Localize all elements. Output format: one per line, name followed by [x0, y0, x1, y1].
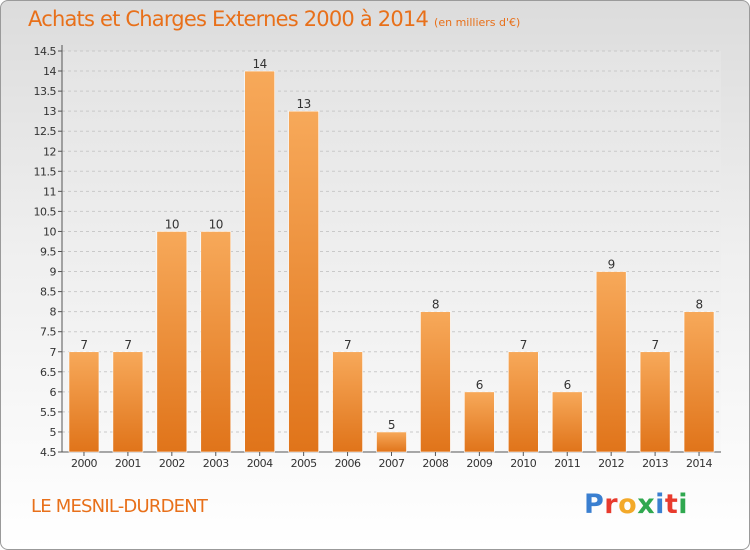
x-tick-label: 2006	[335, 457, 361, 470]
y-tick-label: 4.5	[40, 446, 56, 459]
bar-value-label: 8	[695, 298, 702, 312]
x-tick-label: 2014	[686, 457, 712, 470]
y-tick-label: 12.5	[34, 125, 57, 138]
bar	[244, 70, 275, 453]
title-text: Achats et Charges Externes 2000 à 2014	[28, 7, 429, 31]
y-tick-label: 11	[43, 185, 56, 198]
bar	[156, 231, 188, 453]
x-tick-label: 2011	[554, 457, 580, 470]
y-tick-label: 7	[50, 346, 57, 359]
y-tick-label: 13.5	[34, 85, 57, 98]
y-tick-label: 10	[43, 225, 56, 238]
y-tick-label: 12	[43, 145, 56, 158]
y-tick-label: 10.5	[34, 205, 57, 218]
y-tick-label: 14.5	[34, 45, 57, 58]
bar	[639, 351, 671, 453]
y-tick-label: 14	[43, 65, 56, 78]
y-tick-label: 9	[50, 266, 57, 279]
bar	[420, 311, 451, 453]
x-tick-label: 2002	[159, 457, 185, 470]
y-tick-label: 6	[50, 386, 57, 399]
bar	[288, 110, 319, 453]
y-tick-label: 9.5	[40, 246, 56, 259]
logo-letter: i	[655, 489, 665, 520]
y-tick-label: 11.5	[34, 165, 57, 178]
x-tick-label: 2013	[642, 457, 668, 470]
x-tick-label: 2010	[510, 457, 536, 470]
y-tick-label: 6.5	[40, 366, 56, 379]
bar-value-label: 10	[165, 217, 179, 231]
bar-value-label: 7	[124, 338, 131, 352]
x-tick-label: 2012	[598, 457, 624, 470]
bar	[551, 391, 583, 453]
bar-value-label: 14	[253, 57, 267, 71]
bar	[68, 351, 100, 453]
proxiti-logo: Proxiti	[584, 489, 688, 520]
y-tick-label: 7.5	[40, 326, 56, 339]
logo-letter: r	[604, 489, 619, 520]
bar-value-label: 10	[209, 217, 223, 231]
bar-value-label: 9	[608, 258, 615, 272]
y-tick-label: 5	[50, 426, 57, 439]
bar	[683, 311, 715, 453]
x-tick-label: 2005	[291, 457, 317, 470]
bar	[507, 351, 539, 453]
bar-value-label: 7	[520, 338, 527, 352]
x-tick-label: 2009	[466, 457, 492, 470]
y-tick-label: 13	[43, 105, 56, 118]
y-tick-label: 8.5	[40, 286, 56, 299]
bar-value-label: 7	[344, 338, 351, 352]
x-tick-label: 2001	[115, 457, 141, 470]
bar-value-label: 13	[296, 97, 310, 111]
commune-name: LE MESNIL-DURDENT	[31, 496, 208, 517]
bar	[376, 431, 407, 453]
logo-letter: P	[584, 489, 605, 520]
logo-letter: o	[618, 489, 638, 520]
bar-value-label: 6	[564, 378, 571, 392]
bar-value-label: 8	[432, 298, 439, 312]
x-tick-label: 2004	[247, 457, 273, 470]
x-tick-label: 2008	[422, 457, 448, 470]
y-tick-label: 5.5	[40, 406, 56, 419]
logo-letter: i	[678, 489, 689, 520]
bar	[464, 391, 495, 453]
logo-letter: x	[637, 489, 656, 520]
bar-value-label: 7	[80, 338, 87, 352]
unit-label: (en milliers d'€)	[434, 16, 521, 29]
x-tick-label: 2000	[71, 457, 97, 470]
x-tick-label: 2003	[203, 457, 229, 470]
chart-title: Achats et Charges Externes 2000 à 2014 (e…	[28, 7, 520, 31]
bar	[112, 351, 144, 453]
logo-letter: t	[664, 489, 679, 520]
bar-value-label: 6	[476, 378, 483, 392]
y-tick-label: 8	[50, 306, 57, 319]
bar-value-label: 5	[388, 418, 395, 432]
bar-value-label: 7	[652, 338, 659, 352]
bar	[595, 271, 627, 453]
bar	[332, 351, 363, 453]
bar	[200, 231, 232, 453]
x-tick-label: 2007	[379, 457, 405, 470]
